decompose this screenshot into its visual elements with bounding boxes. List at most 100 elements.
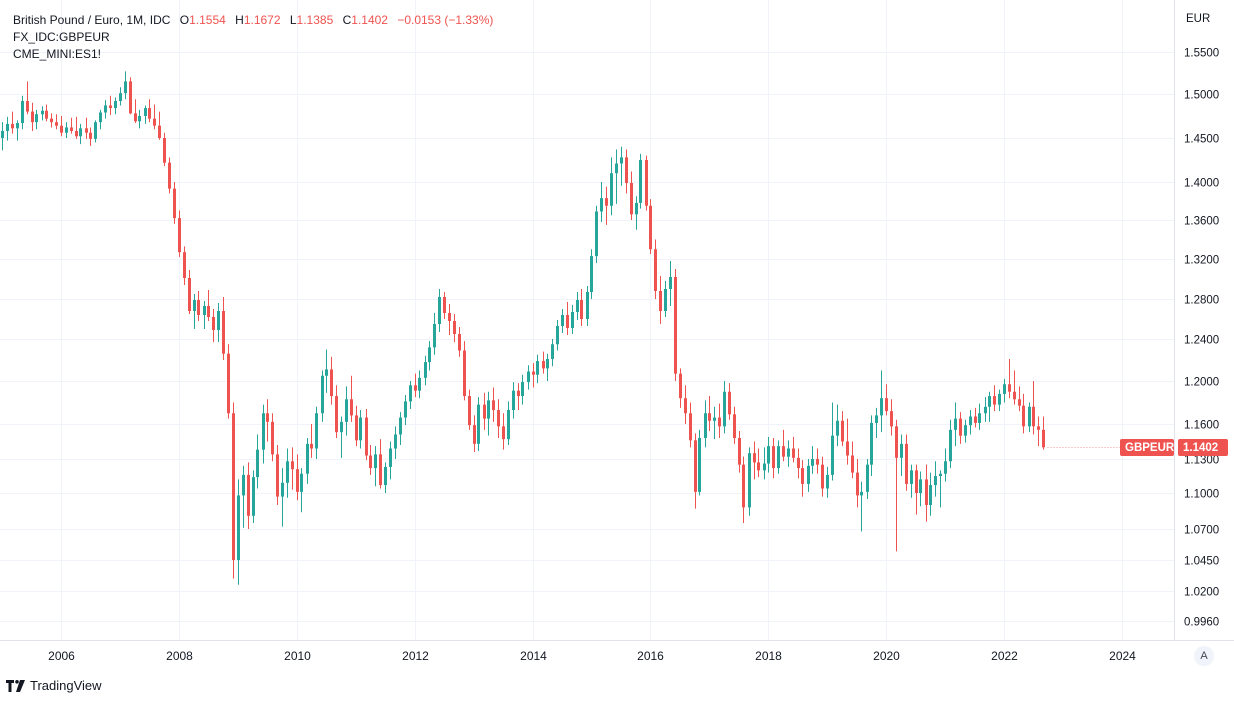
- candle-body: [369, 455, 372, 469]
- candle-body: [389, 448, 392, 467]
- candle: [576, 292, 579, 320]
- candle-body: [468, 396, 471, 426]
- candle: [742, 456, 745, 523]
- candle-body: [723, 391, 726, 427]
- candle-body: [271, 421, 274, 455]
- price-axis[interactable]: 0.9960 1.0200 1.0450 1.0700 1.1000 1.1300 1.16…: [1184, 48, 1219, 629]
- candle: [99, 109, 102, 130]
- candle: [138, 109, 141, 129]
- candle-body: [483, 404, 486, 419]
- candle-body: [580, 300, 583, 319]
- candle: [713, 406, 716, 440]
- candle-body: [399, 417, 402, 435]
- candle-body: [821, 464, 824, 489]
- candle: [16, 120, 19, 141]
- candle-body: [969, 416, 972, 426]
- candle: [443, 292, 446, 319]
- candle: [826, 466, 829, 498]
- candle-body: [138, 116, 141, 122]
- candle: [296, 454, 299, 501]
- candle: [698, 429, 701, 496]
- candle: [453, 314, 456, 343]
- candle-body: [99, 112, 102, 123]
- candle: [777, 440, 780, 474]
- candle-body: [315, 413, 318, 449]
- candle: [197, 291, 200, 321]
- candle: [222, 297, 225, 360]
- candle: [949, 419, 952, 469]
- candle: [227, 344, 230, 419]
- candle-body: [178, 218, 181, 253]
- candle-body: [797, 457, 800, 469]
- candle-body: [964, 425, 967, 436]
- candle-body: [384, 466, 387, 486]
- candle-body: [197, 300, 200, 315]
- candle-body: [291, 461, 294, 470]
- symbol-title[interactable]: British Pound / Euro, 1M, IDC: [13, 13, 171, 27]
- candle-body: [870, 422, 873, 465]
- candle-body: [335, 396, 338, 433]
- candle-body: [6, 123, 9, 131]
- candle: [271, 413, 274, 462]
- candle-body: [26, 101, 29, 112]
- candle: [418, 370, 421, 399]
- candle-body: [35, 114, 38, 123]
- study-legend[interactable]: CME_MINI:ES1!: [13, 47, 102, 61]
- candle-body: [168, 162, 171, 189]
- candle: [900, 434, 903, 476]
- candle: [6, 116, 9, 141]
- candle-body: [477, 404, 480, 444]
- candle: [178, 210, 181, 258]
- candle-body: [104, 105, 107, 113]
- candle: [846, 418, 849, 465]
- candle: [70, 117, 73, 134]
- candle-body: [586, 292, 589, 319]
- candle-body: [630, 182, 633, 215]
- candle: [831, 402, 834, 481]
- candle: [669, 261, 672, 306]
- candle: [256, 434, 259, 489]
- candle: [532, 363, 535, 388]
- candle: [718, 403, 721, 438]
- candle: [801, 460, 804, 497]
- candle-body: [645, 160, 648, 206]
- candle-body: [679, 373, 682, 399]
- candle: [512, 382, 515, 419]
- candle: [203, 301, 206, 329]
- auto-scale-button[interactable]: A: [1194, 646, 1214, 666]
- candle: [821, 456, 824, 497]
- candle-body: [1037, 426, 1040, 430]
- candle: [787, 440, 790, 467]
- candle: [114, 97, 117, 115]
- candle-body: [944, 461, 947, 474]
- candle: [163, 132, 166, 167]
- candle: [649, 199, 652, 255]
- price-tick-label: 1.4000: [1184, 178, 1219, 190]
- candle-body: [600, 198, 603, 212]
- candle: [266, 399, 269, 442]
- candle-body: [207, 306, 210, 317]
- candle: [134, 99, 137, 124]
- price-tick-label: 1.2400: [1184, 335, 1219, 347]
- candle-body: [742, 464, 745, 508]
- candle-body: [438, 297, 441, 324]
- candle: [536, 354, 539, 384]
- study-legend[interactable]: FX_IDC:GBPEUR: [13, 30, 110, 44]
- time-axis[interactable]: 2006 2008 2010 2012 2014 2016 2018 2020 2022 2024: [48, 649, 1136, 663]
- candle-body: [753, 453, 756, 463]
- candle: [394, 426, 397, 459]
- candle-body: [988, 396, 991, 407]
- candle-body: [418, 377, 421, 391]
- candle: [262, 404, 265, 464]
- candle: [635, 196, 638, 230]
- candle-body: [355, 415, 358, 441]
- candle: [664, 281, 667, 317]
- candle-body: [1028, 406, 1031, 427]
- tradingview-logo[interactable]: TradingView: [6, 678, 102, 693]
- candle: [1013, 370, 1016, 405]
- candle-body: [433, 324, 436, 348]
- price-tick-label: 1.0450: [1184, 556, 1219, 568]
- candle-body: [45, 110, 48, 119]
